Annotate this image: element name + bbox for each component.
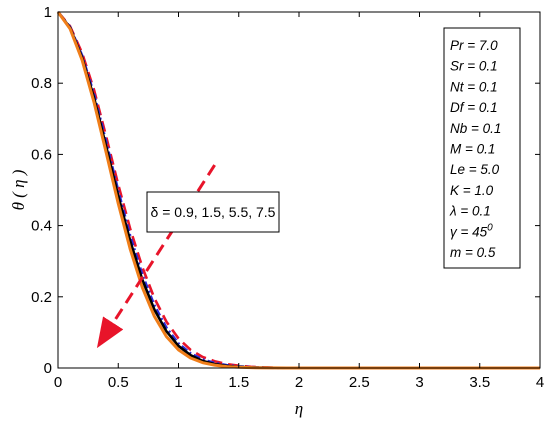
param-superscript: 0: [487, 222, 493, 233]
x-tick-label: 3.5: [469, 374, 490, 391]
param-line: Pr = 7.0: [450, 38, 498, 53]
param-box-frame: [443, 27, 521, 269]
param-line: Sr = 0.1: [450, 59, 498, 74]
y-tick-label: 0: [44, 360, 52, 377]
y-tick-label: 1: [44, 4, 52, 21]
annotation-box: [146, 191, 280, 233]
delta-annotation: δ = 0.9, 1.5, 5.5, 7.5: [96, 164, 280, 349]
x-tick-label: 1.5: [228, 374, 249, 391]
y-tick-label: 0.6: [31, 146, 52, 163]
annotation-label: δ = 0.9, 1.5, 5.5, 7.5: [151, 204, 276, 220]
x-tick-label: 2.5: [349, 374, 370, 391]
param-line: K = 1.0: [450, 183, 494, 198]
param-line: Nb = 0.1: [450, 121, 501, 136]
y-axis-label: θ ( η ): [9, 169, 28, 210]
param-line: M = 0.1: [450, 142, 495, 157]
x-tick-label: 3: [415, 374, 423, 391]
param-line: Nt = 0.1: [450, 79, 498, 94]
y-tick-label: 0.4: [31, 218, 52, 235]
x-tick-label: 1: [174, 374, 182, 391]
param-line: λ = 0.1: [449, 204, 491, 219]
param-line: Le = 5.0: [450, 162, 500, 177]
axis-ticks: 0 0.5 1 1.5 2 2.5 3 3.5 4 0 0.2 0.4 0.6 0.8 1: [31, 4, 544, 391]
x-tick-label: 2: [295, 374, 303, 391]
x-tick-label: 4: [536, 374, 544, 391]
param-line: m = 0.5: [450, 245, 496, 260]
x-axis-label: η: [295, 399, 303, 418]
param-line: Df = 0.1: [450, 100, 498, 115]
x-tick-label: 0.5: [108, 374, 129, 391]
param-line: γ = 450: [450, 222, 493, 239]
y-tick-label: 0.2: [31, 289, 52, 306]
trend-arrow: [96, 164, 216, 349]
x-tick-label: 0: [54, 374, 62, 391]
y-tick-label: 0.8: [31, 75, 52, 92]
parameter-box: Pr = 7.0 Sr = 0.1 Nt = 0.1 Df = 0.1 Nb = 0.1…: [443, 27, 521, 269]
